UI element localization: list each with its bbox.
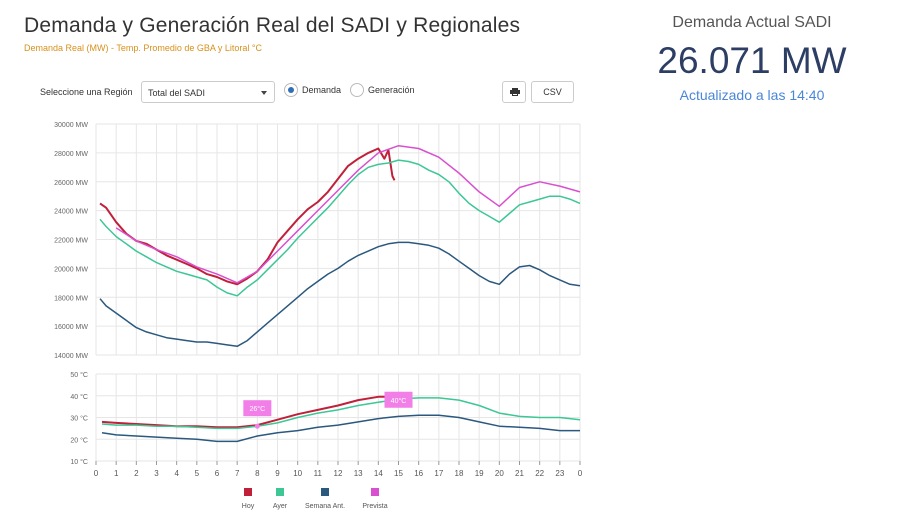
last-updated: Actualizado a las 14:40 [679, 87, 825, 103]
x-tick: 16 [414, 469, 423, 478]
legend-swatch [276, 488, 284, 496]
temp-y-tick: 30 °C [70, 415, 88, 423]
x-tick: 3 [154, 469, 159, 478]
demand-y-tick: 28000 MW [54, 151, 88, 158]
legend-swatch [321, 488, 329, 496]
current-demand-label: Demanda Actual SADI [672, 14, 832, 31]
temp-y-tick: 10 °C [70, 458, 88, 466]
demand-y-tick: 24000 MW [54, 209, 88, 216]
legend-label: Hoy [242, 503, 255, 510]
region-label: Seleccione una Región [40, 87, 133, 97]
demand-y-tick: 20000 MW [54, 266, 88, 273]
demand-grid [95, 123, 581, 356]
x-tick: 11 [314, 469, 323, 478]
temperature-series [101, 395, 581, 443]
demand-y-tick: 26000 MW [54, 180, 88, 187]
region-select-value: Total del SADI [148, 88, 206, 98]
demand-y-tick: 14000 MW [54, 353, 88, 360]
series-line-ayer [101, 397, 581, 430]
x-tick: 23 [555, 469, 564, 478]
x-tick: 13 [354, 469, 363, 478]
temp-y-tick: 40 °C [70, 393, 88, 401]
legend-label: Prevista [362, 503, 387, 510]
radio-generacion-label: Generación [368, 85, 415, 95]
x-tick: 4 [174, 469, 179, 478]
radio-demanda[interactable]: Demanda [284, 83, 341, 97]
csv-button[interactable]: CSV [531, 81, 574, 103]
demand-series [99, 144, 581, 348]
page-title: Demanda y Generación Real del SADI y Reg… [24, 14, 521, 37]
series-line-ayer [99, 159, 581, 297]
annotation-badge [384, 391, 413, 408]
demand-y-tick: 16000 MW [54, 324, 88, 331]
series-line-semana [101, 414, 580, 443]
legend-item-hoy[interactable]: Hoy [242, 488, 255, 510]
legend-label: Ayer [273, 503, 288, 510]
series-line-semana [99, 241, 581, 348]
x-tick: 20 [495, 469, 504, 478]
current-demand-panel: Demanda Actual SADI 26.071 MW Actualizad… [620, 14, 884, 103]
radio-generacion[interactable]: Generación [350, 83, 415, 97]
annotation-badge [243, 400, 272, 417]
radio-demanda-dot[interactable] [284, 83, 298, 97]
series-line-hoy [101, 395, 389, 429]
annotation-point [254, 423, 260, 429]
x-tick: 15 [394, 469, 403, 478]
legend-item-ayer[interactable]: Ayer [273, 488, 288, 510]
series-line-hoy [99, 147, 396, 286]
demand-y-tick: 18000 MW [54, 295, 88, 302]
temperature-annotations: 26°C 40°C [243, 391, 413, 429]
legend-item-semana[interactable]: Semana Ant. [305, 488, 345, 510]
series-line-prevista [115, 144, 581, 284]
annotation-label: 26°C [250, 405, 266, 413]
x-tick: 0 [578, 469, 583, 478]
current-demand-value: 26.071 MW [657, 40, 847, 81]
x-tick: 18 [455, 469, 464, 478]
chart-subtitle: Demanda Real (MW) - Temp. Promedio de GB… [24, 43, 263, 53]
printer-icon [510, 88, 520, 96]
chevron-down-icon [261, 91, 267, 95]
x-tick: 7 [235, 469, 240, 478]
x-tick: 6 [215, 469, 220, 478]
temperature-grid [95, 373, 581, 462]
x-tick: 1 [114, 469, 119, 478]
legend-label: Semana Ant. [305, 503, 345, 510]
x-tick: 17 [434, 469, 443, 478]
axis-labels: 14000 MW 16000 MW 18000 MW 20000 MW 22000 MW… [54, 122, 583, 478]
x-tick: 21 [515, 469, 524, 478]
x-tick: 22 [535, 469, 544, 478]
chart-controls: Seleccione una Región Total del SADI Dem… [40, 81, 580, 105]
radio-generacion-dot[interactable] [350, 83, 364, 97]
x-tick: 19 [475, 469, 484, 478]
x-tick: 2 [134, 469, 139, 478]
chart-legend: Hoy Ayer Semana Ant. Prevista [242, 488, 388, 510]
x-tick: 9 [275, 469, 280, 478]
annotation-label: 40°C [391, 397, 407, 405]
x-tick: 5 [195, 469, 200, 478]
demand-y-tick: 30000 MW [54, 122, 88, 129]
legend-item-prevista[interactable]: Prevista [362, 488, 388, 510]
demand-y-tick: 22000 MW [54, 238, 88, 245]
legend-swatch [244, 488, 252, 496]
temp-y-tick: 20 °C [70, 436, 88, 444]
radio-demanda-label: Demanda [302, 85, 342, 95]
x-tick: 14 [374, 469, 383, 478]
x-tick: 10 [293, 469, 302, 478]
x-tick: 0 [94, 469, 99, 478]
print-button[interactable] [502, 81, 526, 103]
temp-y-tick: 50 °C [70, 371, 88, 379]
x-tick: 8 [255, 469, 260, 478]
x-tick: 12 [334, 469, 343, 478]
region-select[interactable]: Total del SADI [141, 81, 275, 103]
legend-swatch [371, 488, 379, 496]
